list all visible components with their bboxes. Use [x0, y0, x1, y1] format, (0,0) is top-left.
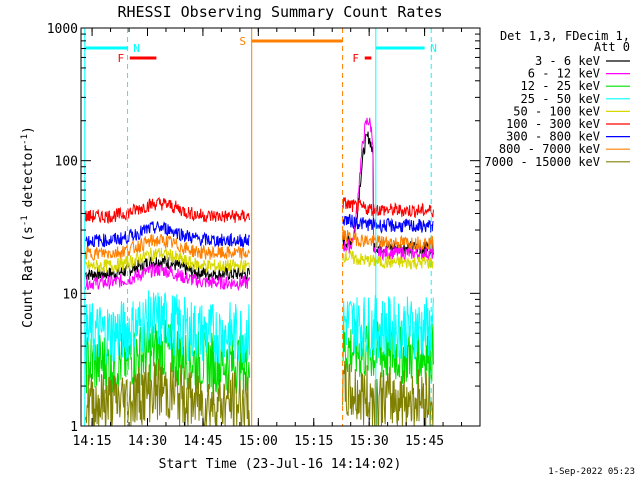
- series-line: [84, 247, 250, 274]
- x-tick-label: 15:00: [239, 434, 278, 449]
- footer-date: 1-Sep-2022 05:23: [548, 467, 635, 477]
- flag-label: F: [117, 52, 124, 65]
- legend-label: 300 - 800 keV: [506, 130, 600, 144]
- series-line: [84, 233, 250, 261]
- flag-layer: N NF FS: [85, 35, 437, 65]
- series-line: [342, 249, 434, 270]
- y-axis-label: Count Rate (s-1 detector-1): [20, 126, 36, 328]
- chart-title: RHESSI Observing Summary Count Rates: [117, 3, 442, 21]
- series-line: [84, 290, 250, 365]
- marker-layer: [84, 28, 432, 426]
- y-tick-label: 100: [55, 155, 78, 170]
- x-tick-label: 15:45: [405, 434, 444, 449]
- legend-label: 12 - 25 keV: [521, 79, 600, 93]
- flag-label: N: [430, 42, 437, 55]
- legend-label: 50 - 100 keV: [513, 104, 600, 118]
- y-axis-label-sup2: -1: [20, 134, 30, 145]
- legend-title-line1: Det 1,3, FDecim 1,: [500, 29, 630, 43]
- y-tick-label: 1: [70, 420, 78, 435]
- series-line: [342, 318, 434, 386]
- legend-label: 25 - 50 keV: [521, 92, 600, 106]
- series-line: [342, 197, 434, 219]
- legend-title-line2: Att 0: [594, 40, 630, 54]
- y-tick-label: 10: [62, 287, 78, 302]
- legend-label: 100 - 300 keV: [506, 117, 600, 131]
- x-tick-label: 15:30: [350, 434, 389, 449]
- y-axis-label-mid: detector: [21, 145, 36, 216]
- series-line: [342, 213, 434, 234]
- flag-label: F: [352, 52, 359, 65]
- series-line: [84, 196, 250, 224]
- x-tick-label: 15:15: [294, 434, 333, 449]
- y-axis-label-sup1: -1: [20, 215, 30, 226]
- series-line: [342, 229, 434, 251]
- y-axis-label-end: ): [21, 126, 36, 134]
- legend-label: 6 - 12 keV: [528, 67, 600, 81]
- y-axis-label-main: Count Rate (s: [21, 226, 36, 328]
- legend-label: 7000 - 15000 keV: [484, 155, 600, 169]
- series-line: [85, 221, 250, 249]
- x-tick-label: 14:15: [73, 434, 112, 449]
- series-line: [84, 263, 250, 292]
- flag-label: N: [133, 42, 140, 55]
- x-tick-label: 14:45: [183, 434, 222, 449]
- plot-frame: [80, 27, 481, 427]
- y-tick-label: 1000: [47, 22, 78, 37]
- flag-label: S: [239, 35, 246, 48]
- series-line: [84, 358, 250, 426]
- axis-layer: 14:15 14:30 14:45 15:00 15:15 15:30 15:45 1 10 10…: [47, 22, 480, 449]
- series-layer: [84, 117, 434, 426]
- series-line: [342, 360, 434, 426]
- x-tick-label: 14:30: [128, 434, 167, 449]
- x-axis-label: Start Time (23-Jul-16 14:14:02): [159, 457, 402, 472]
- series-line: [342, 295, 434, 360]
- legend-label: 800 - 7000 keV: [499, 142, 600, 156]
- legend-label: 3 - 6 keV: [535, 54, 600, 68]
